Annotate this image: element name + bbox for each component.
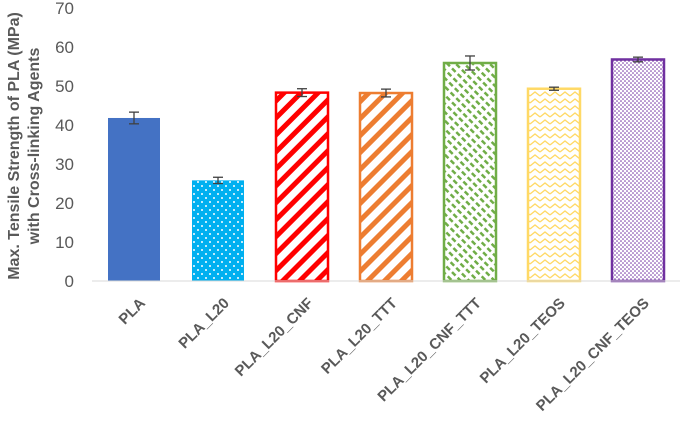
y-axis-title-line1: Max. Tensile Strength of PLA (MPa) xyxy=(6,12,23,280)
error-bars xyxy=(129,55,643,185)
x-tick-label: PLA_L20 xyxy=(175,295,232,352)
y-tick-label: 50 xyxy=(55,77,74,96)
x-tick-label: PLA_L20_TTT xyxy=(318,295,401,378)
bar xyxy=(108,117,160,281)
error-bar xyxy=(297,88,307,98)
y-axis-title: Max. Tensile Strength of PLA (MPa) with … xyxy=(6,12,43,280)
error-bar xyxy=(213,176,223,185)
y-tick-label: 0 xyxy=(65,272,74,291)
bar xyxy=(358,91,414,283)
y-tick-label: 40 xyxy=(55,116,74,135)
error-bar xyxy=(129,111,139,125)
bar xyxy=(610,58,666,283)
y-axis-ticks: 0 10 20 30 40 50 60 70 xyxy=(55,0,74,291)
x-tick-label: PLA xyxy=(116,295,149,328)
y-tick-label: 20 xyxy=(55,194,74,213)
x-tick-label: PLA_L20_CNF xyxy=(232,295,317,380)
y-tick-label: 60 xyxy=(55,38,74,57)
y-tick-label: 10 xyxy=(55,233,74,252)
error-bar xyxy=(549,86,559,91)
y-tick-label: 30 xyxy=(55,155,74,174)
error-bar xyxy=(381,88,391,98)
y-tick-label: 70 xyxy=(55,0,74,18)
bar xyxy=(192,180,244,281)
bar xyxy=(526,87,582,283)
error-bar xyxy=(633,56,643,63)
error-bar xyxy=(465,55,475,71)
bar xyxy=(442,61,498,283)
bar xyxy=(274,91,330,283)
x-tick-label: PLA_L20_TEOS xyxy=(477,295,569,387)
y-axis-title-line2: with Cross-linking Agents xyxy=(26,48,43,246)
